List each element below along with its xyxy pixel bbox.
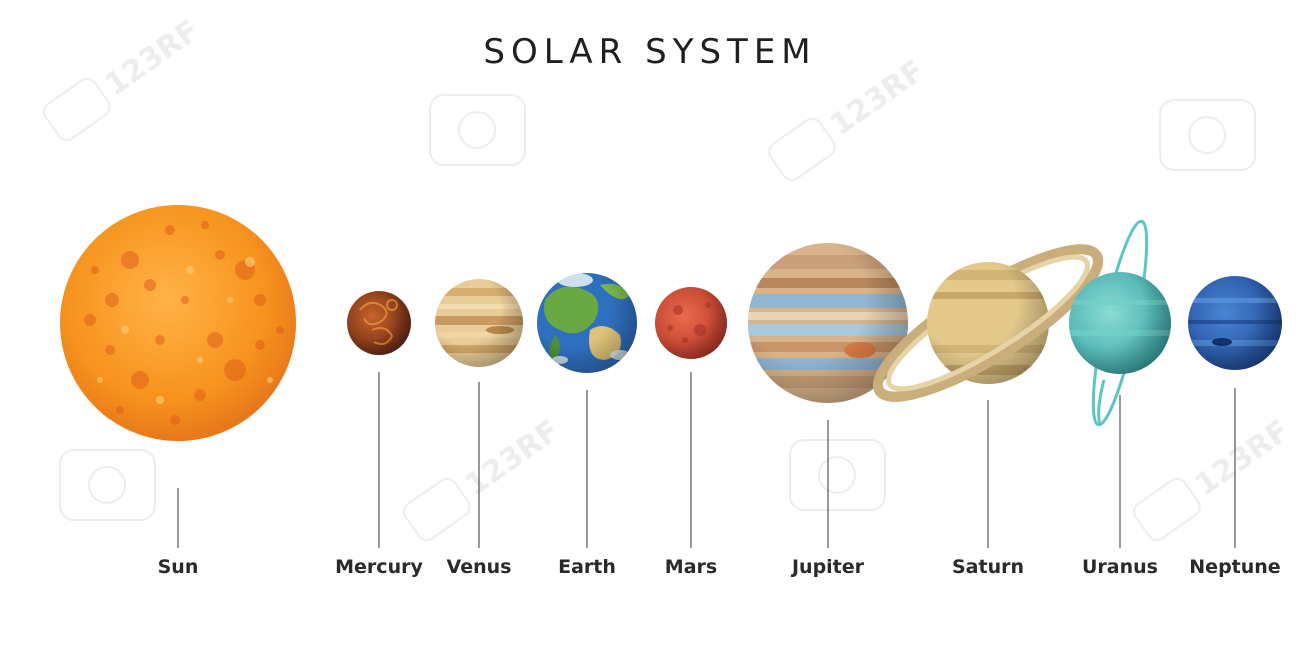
jupiter-planet (748, 243, 908, 403)
svg-text:123RF: 123RF (1189, 414, 1296, 504)
uranus-planet (1069, 219, 1171, 427)
label-saturn: Saturn (951, 556, 1024, 578)
label-venus: Venus (446, 556, 512, 578)
saturn-planet (872, 244, 1104, 402)
svg-text:123RF: 123RF (824, 54, 931, 144)
leader-lines (177, 372, 1236, 548)
neptune-planet (1188, 276, 1282, 370)
svg-text:123RF: 123RF (459, 414, 566, 504)
earth-planet (537, 273, 637, 373)
label-sun: Sun (157, 556, 199, 578)
label-jupiter: Jupiter (791, 556, 865, 578)
label-mars: Mars (664, 556, 718, 578)
label-mercury: Mercury (335, 556, 423, 578)
diagram-title: SOLAR SYSTEM (483, 32, 817, 72)
mars-planet (655, 287, 727, 359)
mercury-planet (347, 291, 411, 355)
svg-text:123RF: 123RF (99, 14, 206, 104)
label-earth: Earth (558, 556, 616, 578)
sun-planet (60, 205, 296, 441)
label-uranus: Uranus (1082, 556, 1158, 578)
venus-planet (435, 279, 523, 367)
label-neptune: Neptune (1189, 556, 1281, 578)
